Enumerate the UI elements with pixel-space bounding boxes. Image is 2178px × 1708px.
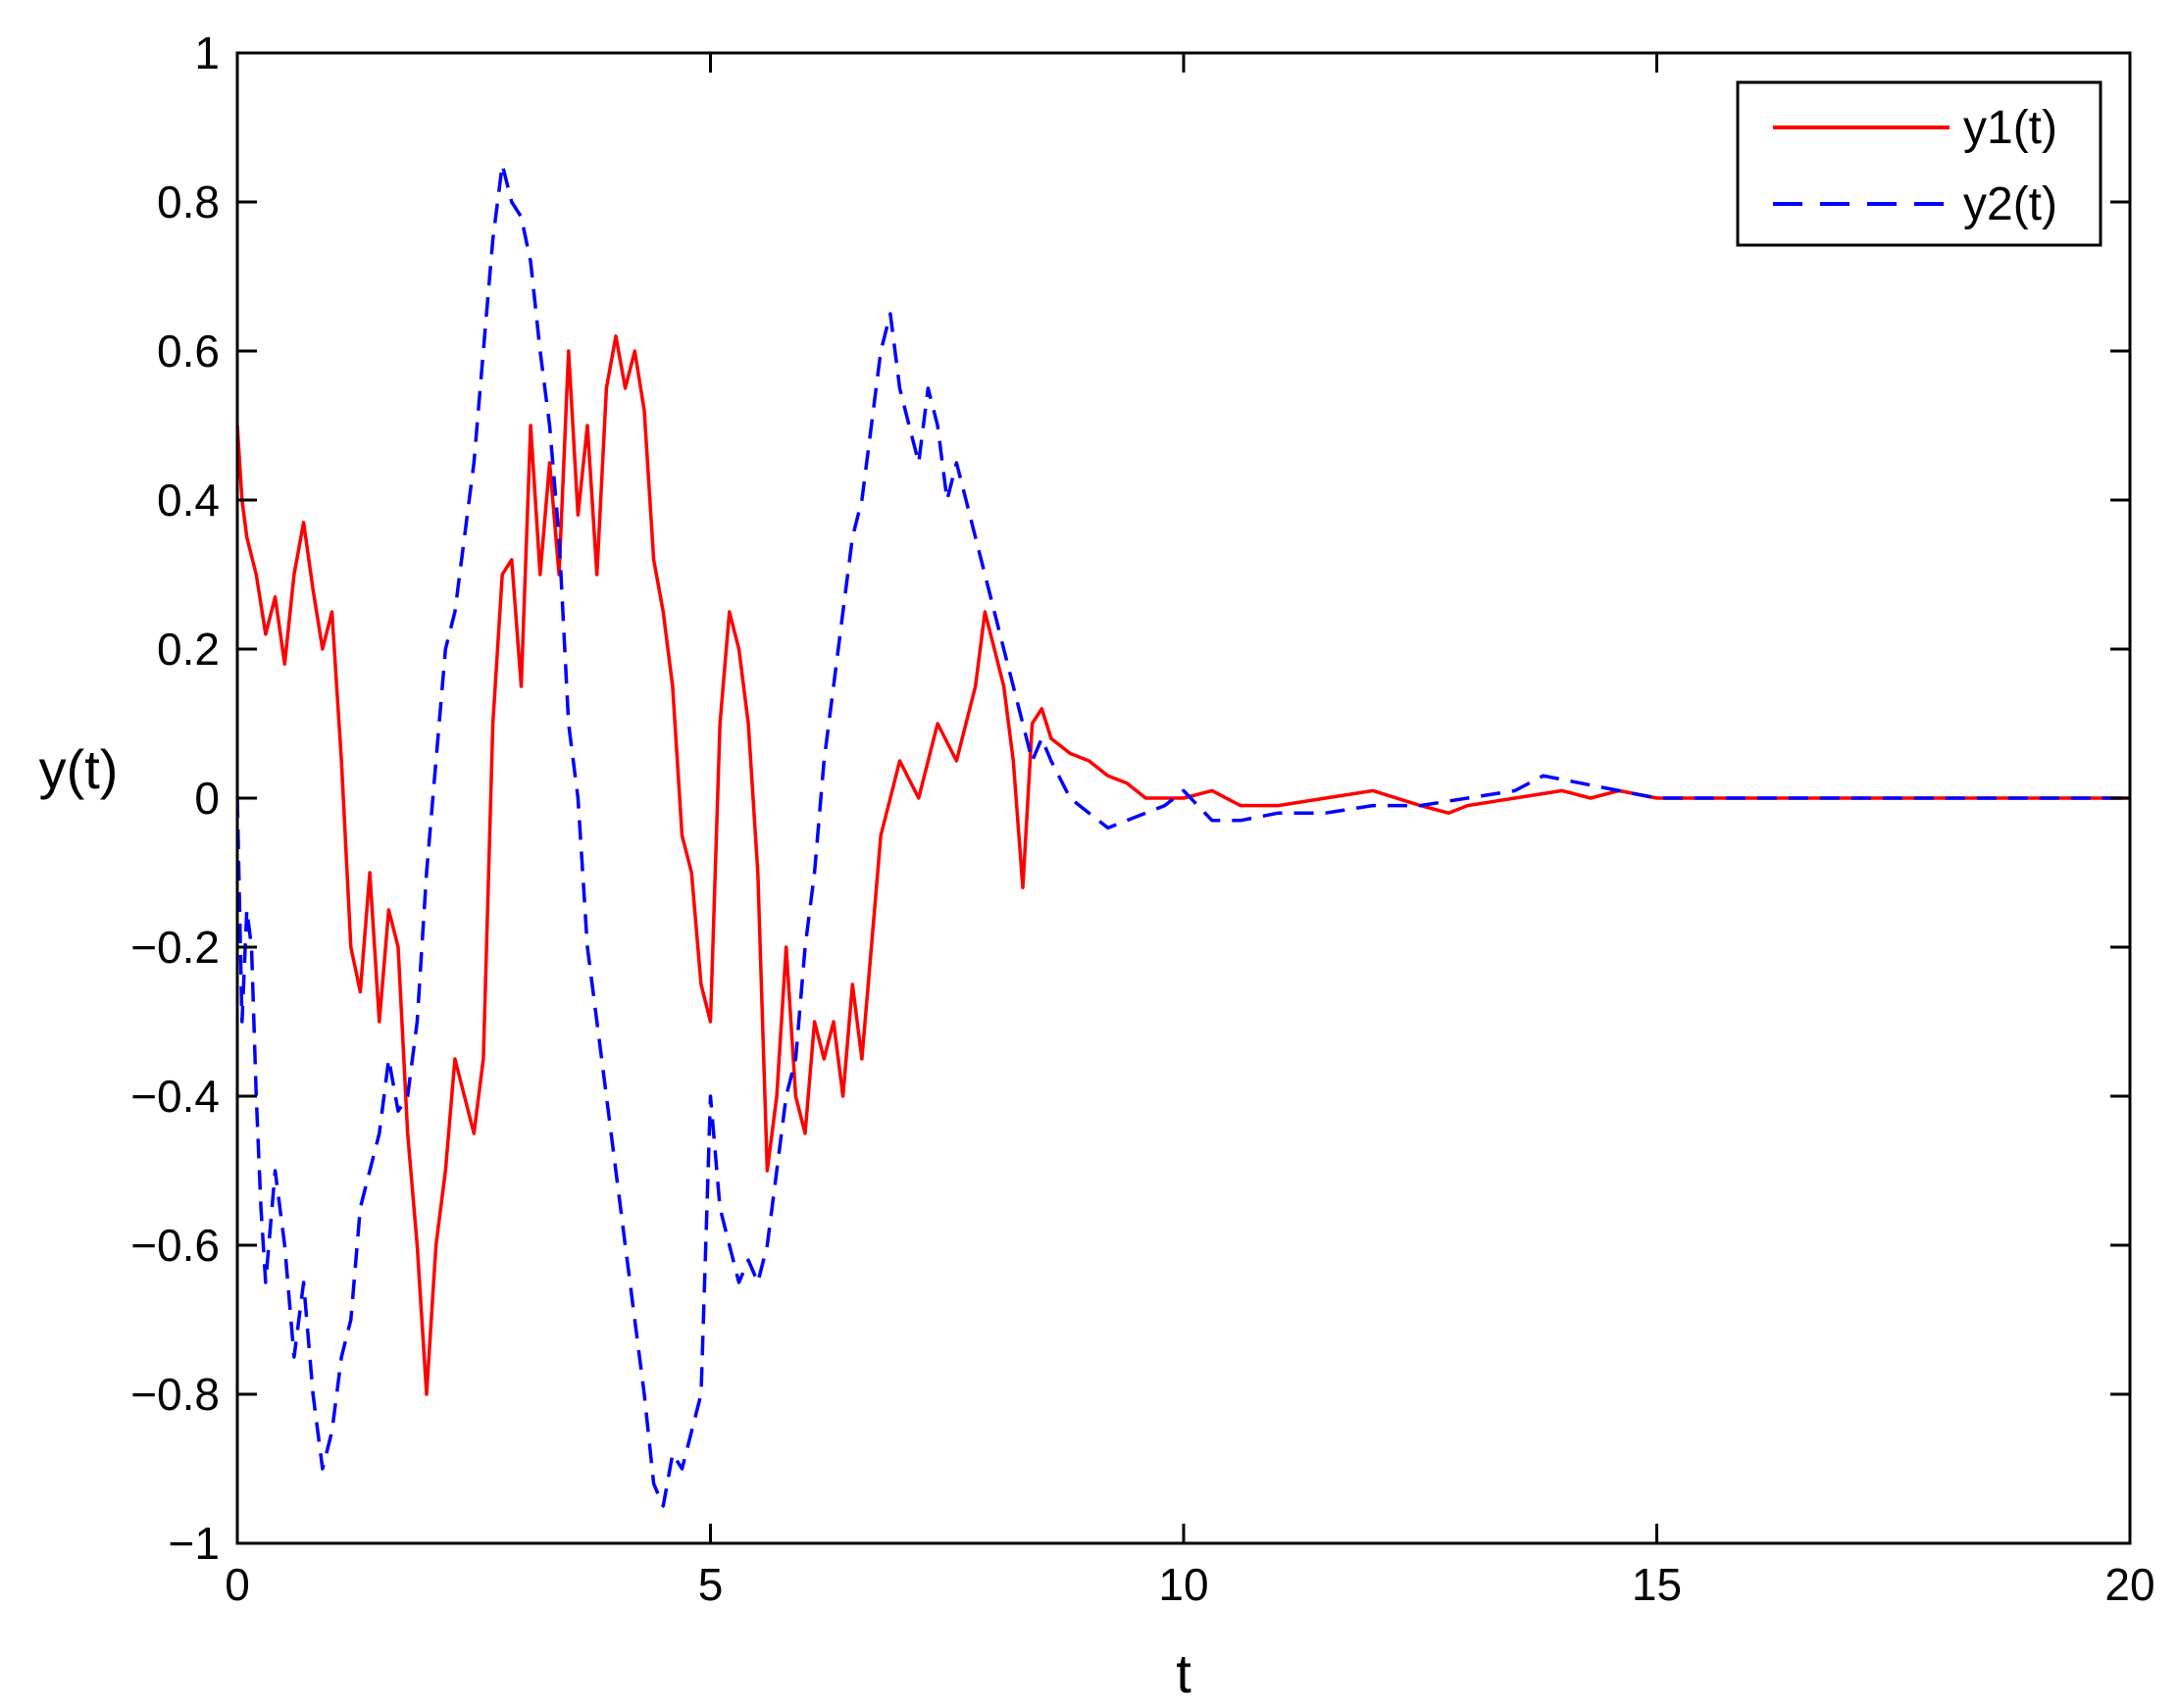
y-tick-label: −0.4	[130, 1071, 220, 1122]
legend-label-y2: y2(t)	[1963, 178, 2057, 230]
ticks-layer	[235, 51, 2132, 1545]
legend-box	[1736, 80, 2102, 247]
series-line-y1(t)	[237, 334, 2130, 1396]
legend: y1(t) y2(t)	[1736, 80, 2102, 247]
series-line-y2(t)	[237, 163, 2130, 1508]
y-tick-label: 0.8	[157, 176, 220, 227]
tick-labels-layer: 0 5 10 15 20 −1 −0.8 −0.6 −0.4 −0.2 0 0.2 0.4 0.6 0.8 1	[130, 27, 2154, 1610]
x-tick-label: 5	[698, 1559, 724, 1610]
y-axis-label: y(t)	[39, 738, 119, 800]
series-layer	[237, 163, 2130, 1508]
x-axis-label: t	[1176, 1642, 1191, 1704]
y-tick-label: 0.2	[157, 624, 220, 675]
y-tick-label: −0.2	[130, 922, 220, 973]
plot-area	[237, 163, 2130, 1508]
y-tick-label: 0.6	[157, 326, 220, 377]
y-tick-label: 0.4	[157, 475, 220, 526]
x-tick-label: 10	[1158, 1559, 1208, 1610]
y-tick-label: 0	[194, 773, 220, 824]
y-tick-label: 1	[194, 27, 220, 78]
x-tick-label: 0	[225, 1559, 250, 1610]
x-tick-label: 15	[1632, 1559, 1682, 1610]
y-tick-label: −0.8	[130, 1369, 220, 1420]
x-tick-label: 20	[2104, 1559, 2154, 1610]
legend-label-y1: y1(t)	[1963, 102, 2057, 154]
y-tick-label: −1	[169, 1518, 220, 1569]
y-tick-label: −0.6	[130, 1220, 220, 1271]
